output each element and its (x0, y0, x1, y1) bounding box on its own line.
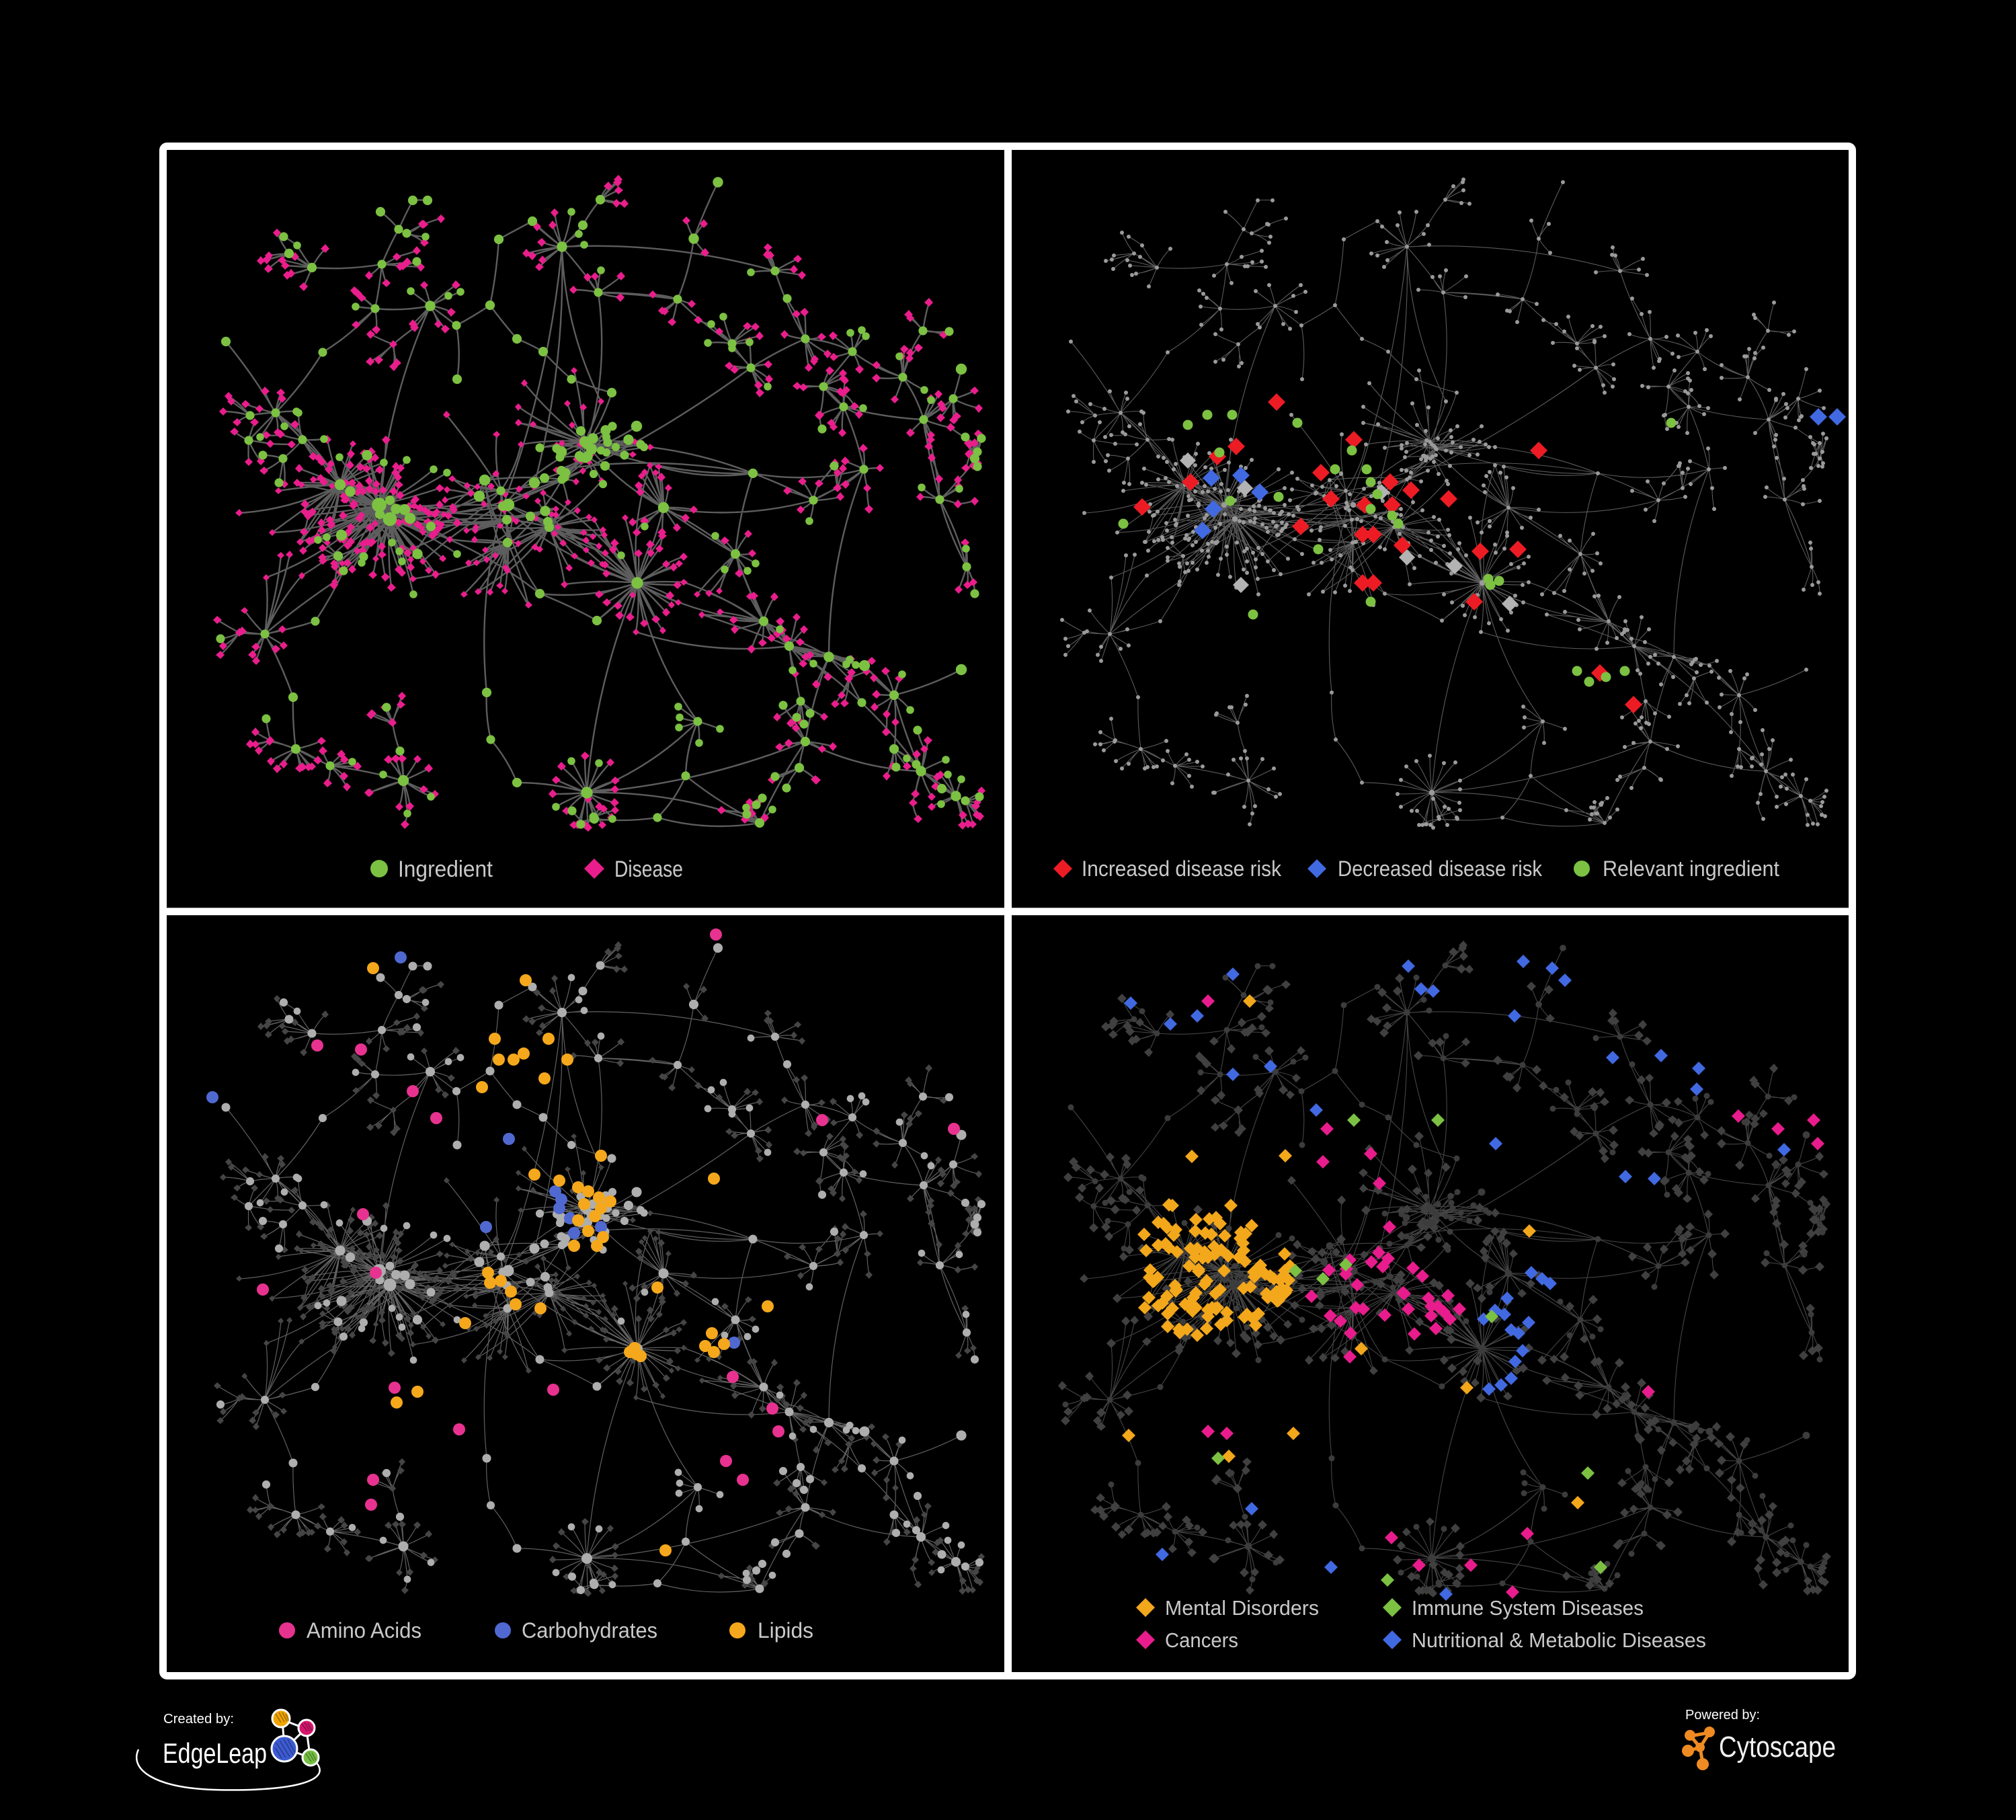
svg-text:Immune System Diseases: Immune System Diseases (1412, 1596, 1644, 1620)
svg-text:Decreased disease risk: Decreased disease risk (1338, 857, 1543, 881)
svg-text:Carbohydrates: Carbohydrates (522, 1618, 657, 1643)
svg-text:Lipids: Lipids (758, 1618, 813, 1643)
svg-text:Mental Disorders: Mental Disorders (1165, 1596, 1319, 1620)
svg-text:Powered by:: Powered by: (1685, 1708, 1760, 1723)
svg-text:Disease: Disease (614, 857, 683, 882)
svg-text:Ingredient: Ingredient (398, 857, 493, 882)
svg-text:Created by:: Created by: (163, 1712, 234, 1727)
svg-text:Cancers: Cancers (1165, 1628, 1238, 1652)
svg-text:EdgeLeap: EdgeLeap (163, 1737, 267, 1769)
svg-text:Cytoscape: Cytoscape (1719, 1731, 1836, 1764)
svg-text:Nutritional & Metabolic Diseas: Nutritional & Metabolic Diseases (1412, 1628, 1706, 1652)
svg-text:Relevant ingredient: Relevant ingredient (1603, 857, 1779, 881)
svg-text:Increased disease risk: Increased disease risk (1082, 857, 1282, 881)
svg-text:Amino Acids: Amino Acids (307, 1618, 421, 1643)
